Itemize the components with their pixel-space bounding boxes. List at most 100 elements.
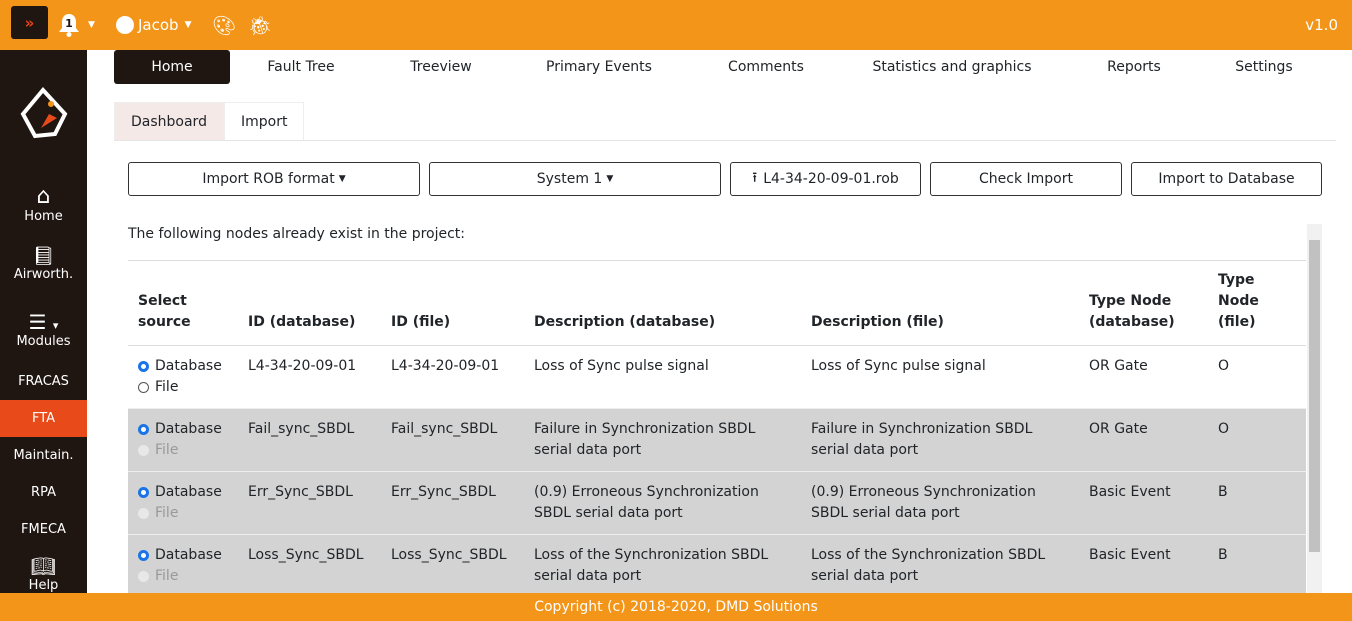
radio-button[interactable] [138,549,149,561]
source-select: Database File [128,534,238,593]
notification-count: 1 [65,17,73,30]
tab-treeview[interactable]: Treeview [410,59,472,75]
sidebar-item-modules[interactable]: ☰ ▾ Modules [0,310,87,349]
source-select: Database File [128,345,238,409]
column-header: Description (file) [801,261,1079,346]
table-row: Database File L4-34-20-09-01 L4-34-20-09-01… [128,345,1306,409]
radio-database[interactable]: Database [138,419,228,440]
bug-icon[interactable]: 🐞︎ [248,14,273,37]
column-header: ID (file) [381,261,524,346]
radio-file: File [138,440,228,461]
radio-button[interactable] [138,360,149,372]
sidebar-item-fmeca[interactable]: FMECA [21,522,66,537]
table-cell: Loss_Sync_SBDL [381,534,524,593]
table-cell: Fail_sync_SBDL [381,408,524,472]
book-globe-icon: 📘︎ [32,246,55,267]
footer-copyright: Copyright (c) 2018-2020, DMD Solutions [0,593,1352,621]
table-cell: Loss of Sync pulse signal [801,345,1079,409]
table-cell: B [1208,534,1306,593]
column-header: Type Node (file) [1208,261,1306,346]
radio-button [138,507,149,519]
caret-down-icon: ▼ [606,174,614,184]
menu-icon: ☰ ▾ [28,310,59,334]
import-to-database-button[interactable]: Import to Database [1131,162,1322,196]
table-cell: O [1208,345,1306,409]
table-cell: Err_Sync_SBDL [381,471,524,535]
tab-reports[interactable]: Reports [1107,59,1161,75]
bell-icon: 1 [58,13,80,37]
book-icon: 📖︎ [30,554,57,578]
check-import-button[interactable]: Check Import [930,162,1122,196]
table-cell: Failure in Synchronization SBDL serial d… [801,408,1079,472]
table-cell: (0.9) Erroneous Synchronization SBDL ser… [801,471,1079,535]
subtab-dashboard[interactable]: Dashboard [114,102,224,140]
radio-button[interactable] [138,381,149,393]
tab-fault-tree[interactable]: Fault Tree [267,59,335,75]
radio-file[interactable]: File [138,377,228,398]
table-cell: L4-34-20-09-01 [381,345,524,409]
radio-button[interactable] [138,423,149,435]
caret-down-icon: ▼ [338,174,346,184]
import-format-dropdown[interactable]: Import ROB format ▼ [128,162,420,196]
system-dropdown[interactable]: System 1 ▼ [429,162,721,196]
chevron-down-icon: ▼ [184,20,192,30]
tab-settings[interactable]: Settings [1235,59,1293,75]
table-cell: OR Gate [1079,408,1208,472]
palette-icon[interactable]: 🎨︎ [212,14,237,37]
radio-database[interactable]: Database [138,482,228,503]
source-select: Database File [128,471,238,535]
chevron-down-icon: ▼ [88,20,95,30]
notifications-button[interactable]: 1 ▼ [58,0,95,50]
table-row: Database File Err_Sync_SBDL Err_Sync_SBDL (0… [128,471,1306,535]
sub-tabs: Dashboard Import [114,102,1336,141]
table-cell: B [1208,471,1306,535]
source-select: Database File [128,408,238,472]
sidebar-item-help[interactable]: 📖︎ Help [0,554,87,593]
table-cell: L4-34-20-09-01 [238,345,381,409]
user-menu[interactable]: Jacob ▼ [116,0,191,50]
file-upload-button[interactable]: ⭱ L4-34-20-09-01.rob [730,162,921,196]
radio-database[interactable]: Database [138,545,228,566]
table-row: Database File Fail_sync_SBDL Fail_sync_SBDL… [128,408,1306,472]
main-tabs: Home Fault Tree Treeview Primary Events … [114,50,1320,84]
table-cell: (0.9) Erroneous Synchronization SBDL ser… [524,471,801,535]
column-header: Select source [128,261,238,346]
sidebar-toggle-button[interactable]: » [11,6,48,39]
sidebar-item-home[interactable]: ⌂ Home [0,184,87,224]
column-header: ID (database) [238,261,381,346]
table-cell: Basic Event [1079,471,1208,535]
caret-square-down-icon: ▾ [52,319,59,332]
existing-nodes-note: The following nodes already exist in the… [128,226,466,242]
tab-comments[interactable]: Comments [728,59,804,75]
radio-database[interactable]: Database [138,356,228,377]
tab-primary-events[interactable]: Primary Events [546,59,652,75]
sidebar-item-fracas[interactable]: FRACAS [18,374,69,389]
column-header: Description (database) [524,261,801,346]
tab-home[interactable]: Home [114,50,230,84]
sidebar-item-maintain[interactable]: Maintain. [13,448,74,463]
radio-file: File [138,503,228,524]
subtab-import[interactable]: Import [223,102,305,140]
table-cell: Loss of the Synchronization SBDL serial … [524,534,801,593]
column-header: Type Node (database) [1079,261,1208,346]
table-cell: O [1208,408,1306,472]
user-icon [116,16,134,34]
table-cell: Err_Sync_SBDL [238,471,381,535]
sidebar-item-rpa[interactable]: RPA [31,485,56,500]
table-cell: Fail_sync_SBDL [238,408,381,472]
logo [15,84,71,140]
radio-button[interactable] [138,486,149,498]
tab-statistics[interactable]: Statistics and graphics [872,59,1032,75]
radio-file: File [138,566,228,587]
table-cell: Loss of Sync pulse signal [524,345,801,409]
home-icon: ⌂ [36,184,51,209]
scrollbar-thumb[interactable] [1309,240,1320,552]
radio-button [138,444,149,456]
table-row: Database File Loss_Sync_SBDL Loss_Sync_SBDL… [128,534,1306,593]
sidebar-item-fta[interactable]: FTA [0,400,87,437]
table-cell: Basic Event [1079,534,1208,593]
radio-button [138,570,149,582]
table-cell: Loss_Sync_SBDL [238,534,381,593]
user-name: Jacob [138,16,179,34]
sidebar-item-airworth[interactable]: 📘︎ Airworth. [0,246,87,282]
